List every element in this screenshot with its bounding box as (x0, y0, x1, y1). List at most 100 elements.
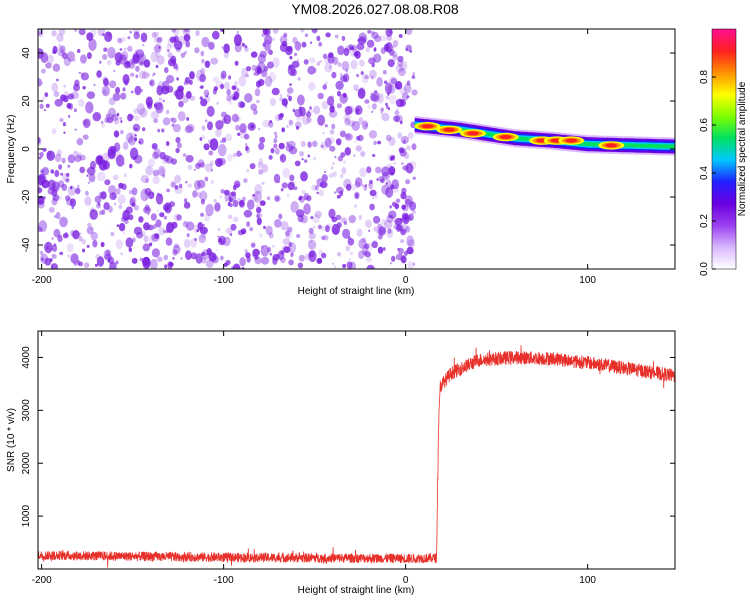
noise-speckle (138, 216, 144, 223)
noise-speckle (199, 226, 208, 235)
noise-speckle (334, 34, 339, 39)
noise-speckle (142, 257, 151, 269)
noise-speckle (73, 150, 79, 156)
noise-speckle (205, 95, 209, 98)
noise-speckle (38, 187, 43, 194)
noise-speckle (157, 165, 166, 177)
noise-speckle (395, 84, 400, 90)
spectrogram-y-label: Frequency (Hz) (6, 115, 17, 184)
noise-speckle (390, 77, 397, 85)
noise-speckle (386, 105, 389, 109)
noise-speckle (51, 30, 57, 37)
noise-speckle (41, 96, 46, 102)
noise-speckle (176, 214, 182, 221)
noise-speckle (216, 101, 219, 105)
snr-y-label: SNR (10 * v/v) (6, 408, 17, 472)
noise-speckle (182, 29, 191, 37)
noise-speckle (342, 228, 351, 239)
noise-speckle (390, 171, 394, 176)
noise-speckle (293, 186, 298, 191)
noise-speckle (151, 143, 158, 150)
noise-speckle (83, 118, 91, 129)
noise-speckle (304, 159, 308, 163)
noise-speckle (119, 117, 123, 120)
spectrogram-x-ticks: -200 -100 0 100 (32, 29, 596, 286)
noise-speckle (106, 112, 114, 123)
noise-speckle (70, 186, 73, 190)
noise-speckle (163, 254, 168, 261)
noise-speckle (399, 99, 406, 107)
noise-speckle (43, 196, 46, 200)
noise-speckle (372, 153, 376, 158)
noise-speckle (331, 223, 340, 235)
noise-speckle (127, 113, 134, 122)
snr-x-label: Height of straight line (km) (298, 585, 415, 596)
noise-speckle (287, 87, 294, 94)
noise-speckle (184, 220, 187, 225)
noise-speckle (201, 249, 210, 260)
noise-speckle (185, 91, 192, 99)
noise-speckle (145, 178, 149, 183)
noise-speckle (398, 34, 403, 38)
noise-speckle (376, 178, 379, 181)
y-tick-label: 2000 (21, 452, 32, 475)
noise-speckle (65, 195, 71, 202)
noise-speckle (51, 244, 58, 252)
noise-speckle (76, 137, 83, 145)
noise-speckle (123, 173, 127, 178)
noise-speckle (400, 135, 409, 145)
heatmap-area (38, 29, 675, 269)
noise-speckle (253, 190, 262, 203)
noise-speckle (263, 225, 266, 230)
noise-speckle (148, 191, 155, 200)
noise-speckle (387, 92, 390, 96)
noise-speckle (141, 71, 150, 79)
noise-speckle (175, 66, 179, 71)
noise-speckle (40, 253, 49, 264)
noise-speckle (271, 87, 280, 96)
noise-speckle (226, 88, 231, 96)
noise-speckle (107, 32, 112, 37)
noise-speckle (183, 79, 190, 86)
noise-speckle (203, 213, 211, 222)
colorbar-tick-label: 0.2 (699, 214, 710, 228)
noise-speckle (246, 199, 255, 210)
noise-speckle (177, 111, 186, 122)
noise-speckle (138, 138, 144, 145)
noise-speckle (340, 72, 343, 77)
noise-speckle (165, 206, 169, 211)
noise-speckle (66, 243, 74, 252)
noise-speckle (389, 94, 398, 105)
noise-speckle (341, 61, 350, 71)
noise-speckle (163, 215, 168, 220)
noise-speckle (294, 52, 298, 57)
noise-speckle (165, 156, 173, 164)
noise-speckle (140, 175, 150, 184)
x-tick-label: 0 (403, 275, 409, 286)
noise-speckle (381, 227, 386, 233)
noise-speckle (60, 172, 64, 176)
noise-speckle (186, 123, 195, 133)
noise-speckle (371, 110, 374, 114)
noise-speckle (344, 147, 351, 156)
noise-speckle (220, 189, 225, 194)
noise-speckle (63, 84, 66, 88)
noise-speckle (67, 93, 75, 100)
noise-speckle (199, 86, 203, 89)
noise-speckle (362, 250, 367, 256)
noise-speckle (52, 50, 57, 54)
noise-speckle (234, 60, 239, 66)
noise-speckle (382, 70, 387, 75)
noise-speckle (369, 93, 379, 102)
noise-speckle (405, 47, 408, 52)
noise-speckle (383, 80, 388, 84)
noise-speckle (172, 249, 178, 256)
noise-speckle (95, 155, 104, 166)
peak-marker (605, 143, 618, 148)
x-tick-label: -200 (32, 275, 52, 286)
noise-speckle (411, 75, 416, 79)
noise-speckle (103, 47, 108, 52)
noise-speckle (270, 98, 276, 107)
noise-speckle (194, 238, 197, 241)
